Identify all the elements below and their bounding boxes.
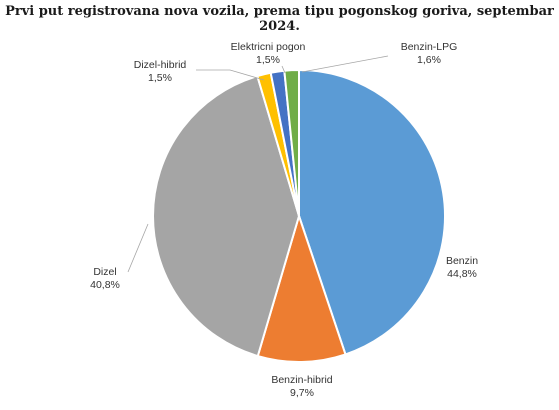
slice-value-dizel: 40,8%	[90, 279, 120, 291]
leader-line-benzin-lpg	[301, 55, 389, 73]
slice-label-benzin-hibrid: Benzin-hibrid	[271, 374, 332, 386]
leader-line-elektricni-pogon	[281, 65, 286, 74]
slice-value-dizel-hibrid: 1,5%	[148, 72, 172, 84]
slice-value-benzin-lpg: 1,6%	[417, 54, 441, 66]
slice-label-elektricni-pogon: Elektricni pogon	[231, 41, 306, 53]
chart-title: Prvi put registrovana nova vozila, prema…	[5, 4, 554, 34]
slice-value-benzin: 44,8%	[447, 268, 477, 280]
pie-slice-benzin-hibrid	[256, 212, 347, 363]
pie-slice-dizel	[152, 74, 301, 358]
leader-line-dizel-hibrid	[196, 69, 265, 81]
pie-slice-benzin	[298, 68, 447, 356]
slice-value-elektricni-pogon: 1,5%	[256, 54, 280, 66]
slice-label-dizel-hibrid: Dizel-hibrid	[134, 59, 187, 71]
slice-label-benzin-lpg: Benzin-LPG	[401, 41, 458, 53]
slice-label-benzin: Benzin	[446, 255, 478, 267]
slice-value-benzin-hibrid: 9,7%	[290, 387, 314, 399]
slice-label-dizel: Dizel	[93, 266, 116, 278]
leader-line-dizel	[127, 223, 149, 273]
